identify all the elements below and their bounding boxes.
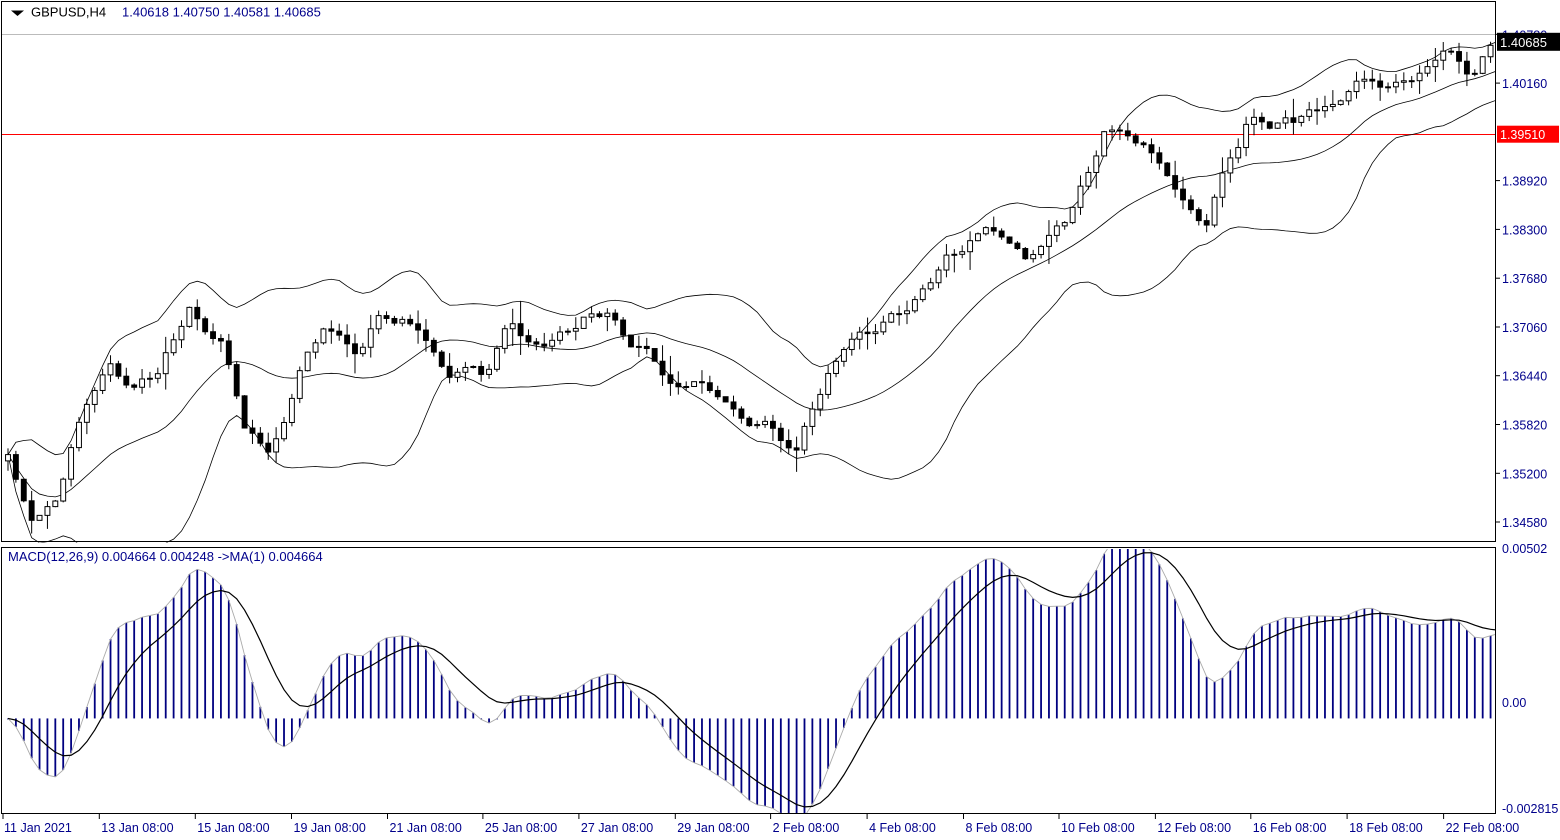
- svg-text:0.00502: 0.00502: [1502, 542, 1547, 556]
- svg-text:1.40160: 1.40160: [1502, 77, 1547, 91]
- svg-text:1.35200: 1.35200: [1502, 467, 1547, 481]
- svg-text:1.37060: 1.37060: [1502, 321, 1547, 335]
- svg-text:21 Jan 08:00: 21 Jan 08:00: [390, 821, 462, 835]
- svg-text:1.37680: 1.37680: [1502, 272, 1547, 286]
- svg-text:29 Jan 08:00: 29 Jan 08:00: [677, 821, 749, 835]
- svg-text:1.39510: 1.39510: [1500, 128, 1545, 142]
- svg-text:4 Feb 08:00: 4 Feb 08:00: [869, 821, 936, 835]
- svg-text:10 Feb 08:00: 10 Feb 08:00: [1061, 821, 1135, 835]
- svg-text:1.35820: 1.35820: [1502, 419, 1547, 433]
- svg-text:18 Feb 08:00: 18 Feb 08:00: [1349, 821, 1423, 835]
- svg-text:1.38300: 1.38300: [1502, 223, 1547, 237]
- svg-text:2 Feb 08:00: 2 Feb 08:00: [773, 821, 840, 835]
- svg-text:1.36440: 1.36440: [1502, 370, 1547, 384]
- svg-text:1.40685: 1.40685: [1500, 35, 1547, 50]
- svg-text:-0.002815: -0.002815: [1502, 802, 1558, 816]
- svg-text:1.40618 1.40750 1.40581 1.4068: 1.40618 1.40750 1.40581 1.40685: [122, 5, 321, 20]
- svg-text:22 Feb 08:00: 22 Feb 08:00: [1446, 821, 1520, 835]
- svg-text:1.38920: 1.38920: [1502, 175, 1547, 189]
- svg-text:25 Jan 08:00: 25 Jan 08:00: [485, 821, 557, 835]
- svg-text:12 Feb 08:00: 12 Feb 08:00: [1157, 821, 1231, 835]
- svg-text:1.34580: 1.34580: [1502, 516, 1547, 530]
- svg-text:19 Jan 08:00: 19 Jan 08:00: [294, 821, 366, 835]
- svg-text:GBPUSD,H4: GBPUSD,H4: [31, 5, 106, 20]
- svg-text:15 Jan 08:00: 15 Jan 08:00: [197, 821, 269, 835]
- svg-text:8 Feb 08:00: 8 Feb 08:00: [966, 821, 1033, 835]
- svg-text:0.00: 0.00: [1502, 696, 1526, 710]
- svg-text:13 Jan 08:00: 13 Jan 08:00: [101, 821, 173, 835]
- svg-text:MACD(12,26,9) 0.004664 0.00424: MACD(12,26,9) 0.004664 0.004248 ->MA(1) …: [8, 549, 323, 564]
- svg-text:16 Feb 08:00: 16 Feb 08:00: [1253, 821, 1327, 835]
- svg-text:11 Jan 2021: 11 Jan 2021: [4, 821, 72, 835]
- svg-text:27 Jan 08:00: 27 Jan 08:00: [581, 821, 653, 835]
